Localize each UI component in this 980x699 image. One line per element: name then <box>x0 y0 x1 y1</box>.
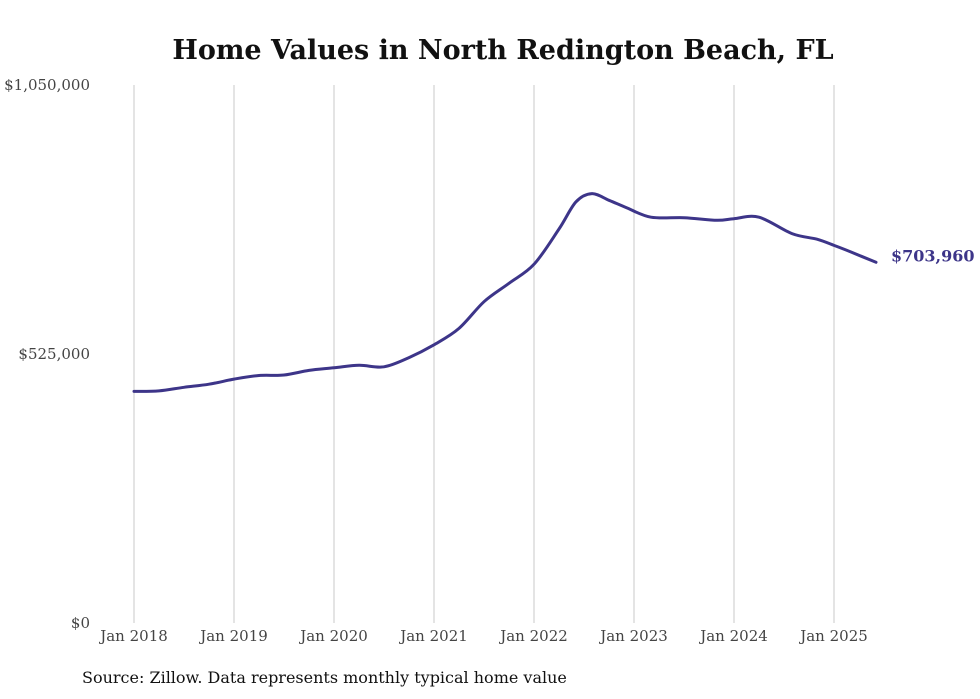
x-tick-label: Jan 2025 <box>798 627 868 645</box>
x-tick-label: Jan 2021 <box>398 627 468 645</box>
y-tick-label: $0 <box>71 614 90 632</box>
x-tick-label: Jan 2023 <box>598 627 668 645</box>
x-tick-label: Jan 2024 <box>698 627 768 645</box>
y-axis-tick-labels: $0 $525,000 $1,050,000 <box>4 76 90 632</box>
x-tick-label: Jan 2020 <box>298 627 368 645</box>
x-tick-label: Jan 2018 <box>98 627 168 645</box>
x-axis-tick-labels: Jan 2018 Jan 2019 Jan 2020 Jan 2021 Jan 2022… <box>98 627 868 645</box>
x-tick-label: Jan 2019 <box>198 627 268 645</box>
chart-title: Home Values in North Redington Beach, FL <box>172 35 833 66</box>
home-value-line <box>132 192 878 393</box>
y-tick-label: $1,050,000 <box>4 76 90 94</box>
latest-value-label: $703,960 <box>891 246 975 265</box>
y-tick-label: $525,000 <box>18 345 90 363</box>
gridlines <box>133 85 835 623</box>
x-tick-label: Jan 2022 <box>498 627 568 645</box>
source-note: Source: Zillow. Data represents monthly … <box>82 668 567 687</box>
